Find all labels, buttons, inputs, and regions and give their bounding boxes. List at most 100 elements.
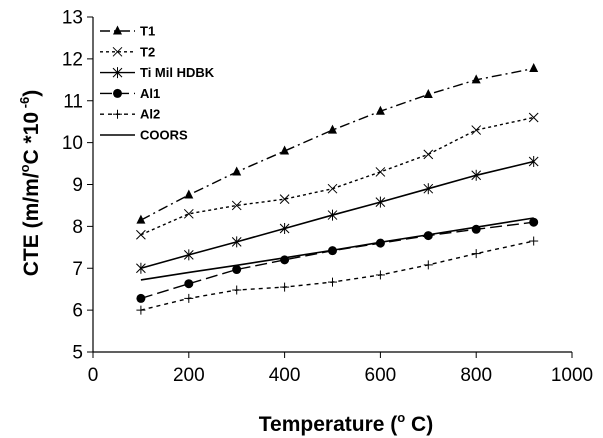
legend-item-al1: Al1	[100, 86, 160, 101]
data-point-al2	[232, 285, 242, 295]
series-line-t1	[140, 67, 534, 221]
series-line-coors	[140, 217, 534, 281]
legend-label-al2: Al2	[140, 107, 160, 122]
x-mark-stroke	[231, 200, 242, 211]
data-point-al1	[375, 238, 385, 248]
data-point-ti-mil-hdbk	[231, 236, 242, 248]
legend-label-coors: COORS	[140, 128, 188, 143]
x-axis-title-tail: C)	[405, 413, 433, 436]
legend-label-t2: T2	[140, 44, 155, 59]
x-tick-label: 400	[269, 365, 301, 386]
x-tick-label: 800	[460, 365, 492, 386]
x-tick-label: 1000	[551, 365, 593, 386]
data-point-t2	[423, 149, 434, 160]
data-point-t2	[279, 194, 290, 205]
x-mark-stroke	[375, 167, 386, 177]
x-mark-stroke	[136, 229, 146, 240]
legend-item-t1: T1	[100, 24, 155, 39]
y-axis-title-sup2: -6	[17, 97, 32, 112]
y-tick-label: 12	[62, 49, 83, 70]
y-tick-label: 7	[72, 259, 83, 280]
data-point-al1	[423, 231, 433, 241]
y-axis-title-tail: )	[20, 90, 43, 97]
data-point-ti-mil-hdbk	[423, 183, 434, 195]
y-tick-label: 10	[62, 133, 83, 154]
series-line-ti-mil-hdbk	[140, 160, 534, 270]
data-point-t1	[184, 189, 194, 199]
x-tick-label: 0	[88, 365, 99, 386]
data-point-t1	[328, 124, 337, 134]
series-line-al1	[140, 221, 534, 300]
data-point-t1	[423, 88, 433, 98]
data-point-al1	[232, 265, 242, 275]
legend-marker-t1	[113, 25, 122, 35]
data-point-t2	[231, 200, 242, 211]
data-point-t2	[136, 229, 146, 240]
x-mark-stroke	[423, 149, 434, 160]
x-mark-stroke	[183, 208, 194, 219]
legend: T1 T2 Ti Mil HDBK Al1 Al2 COORS	[100, 24, 215, 143]
legend-marker-al1	[113, 88, 122, 98]
y-axis-title-mid: C *10	[20, 112, 43, 165]
data-point-ti-mil-hdbk	[375, 196, 386, 208]
axes: 5 6 7 8 9 10 11 12 13 0 200 400 600 800 1000	[62, 8, 593, 387]
legend-item-al2: Al2	[100, 107, 160, 122]
legend-item-t2: T2	[100, 44, 155, 59]
data-point-al1	[136, 293, 146, 303]
y-tick-label: 11	[63, 91, 83, 112]
data-point-ti-mil-hdbk	[327, 209, 338, 221]
data-point-t2	[375, 167, 386, 177]
x-mark-stroke	[112, 46, 123, 57]
y-axis-title-sup1: o	[17, 164, 32, 172]
x-mark-stroke	[327, 183, 338, 194]
data-point-t1	[280, 145, 290, 155]
data-point-t2	[471, 125, 482, 135]
data-point-al2	[529, 236, 539, 246]
data-point-t2	[327, 183, 338, 194]
legend-marker-ti-mil-hdbk	[112, 67, 123, 79]
series-al1	[136, 217, 539, 303]
data-point-al2	[184, 293, 194, 303]
data-point-t1	[375, 105, 385, 115]
data-point-ti-mil-hdbk	[279, 222, 290, 234]
x-axis-title-sup: o	[397, 410, 405, 425]
data-point-al1	[184, 279, 194, 289]
y-tick-label: 8	[72, 217, 83, 238]
data-point-t1	[529, 63, 539, 73]
series-layer	[136, 63, 539, 315]
x-mark-stroke	[279, 194, 290, 205]
legend-label-ti-mil-hdbk: Ti Mil HDBK	[140, 65, 215, 80]
x-mark-stroke	[471, 125, 482, 135]
data-point-al2	[375, 270, 385, 280]
x-tick-label: 200	[173, 365, 205, 386]
legend-marker-al2	[113, 109, 122, 119]
series-coors	[140, 217, 534, 281]
x-axis-title-main: Temperature (	[259, 413, 397, 436]
data-point-t2	[183, 208, 194, 219]
data-point-t1	[232, 166, 242, 176]
data-point-t2	[528, 112, 539, 123]
data-point-al2	[471, 249, 481, 259]
y-axis-title-main: CTE (m/m/	[20, 172, 43, 276]
data-point-al1	[529, 217, 539, 227]
data-point-al2	[136, 305, 146, 315]
x-tick-label: 600	[365, 365, 397, 386]
y-tick-label: 5	[72, 343, 83, 364]
legend-label-t1: T1	[140, 24, 155, 39]
x-mark-stroke	[528, 112, 539, 123]
data-point-al2	[328, 277, 337, 287]
y-axis-title: CTE (m/m/oC *10 -6)	[17, 90, 43, 277]
data-point-t1	[471, 74, 481, 84]
legend-item-ti-mil-hdbk: Ti Mil HDBK	[100, 65, 215, 80]
data-point-al2	[423, 260, 433, 270]
data-point-ti-mil-hdbk	[528, 155, 539, 167]
y-tick-label: 6	[72, 301, 83, 322]
series-t2	[136, 112, 539, 240]
legend-label-al1: Al1	[140, 86, 160, 101]
data-point-al2	[280, 282, 290, 292]
series-ti-mil-hdbk	[136, 155, 539, 274]
data-point-ti-mil-hdbk	[471, 169, 482, 181]
data-point-t1	[136, 214, 146, 224]
